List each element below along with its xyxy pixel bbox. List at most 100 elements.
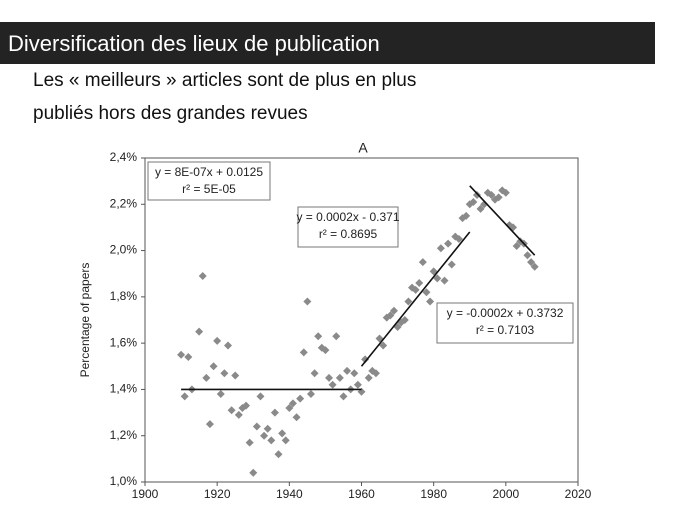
- point: [285, 403, 294, 412]
- y-tick-label: 1,0%: [110, 474, 138, 488]
- y-tick-label: 2,0%: [110, 243, 138, 257]
- point: [512, 241, 521, 250]
- point: [343, 366, 352, 375]
- x-tick-label: 2020: [565, 487, 592, 501]
- point: [184, 353, 193, 362]
- y-tick-label: 1,2%: [110, 428, 138, 442]
- equation: y = -0.0002x + 0.3732: [447, 306, 564, 320]
- point: [361, 355, 370, 364]
- x-tick-label: 2000: [492, 487, 519, 501]
- point: [400, 316, 409, 324]
- point: [440, 276, 449, 285]
- point: [404, 297, 413, 306]
- point: [328, 380, 337, 389]
- point: [353, 380, 362, 389]
- point: [227, 406, 236, 415]
- y-tick-label: 2,2%: [110, 196, 138, 210]
- point: [339, 392, 348, 401]
- point: [267, 436, 276, 445]
- point: [530, 262, 539, 271]
- point: [501, 188, 510, 197]
- point: [487, 191, 496, 200]
- point: [209, 362, 218, 371]
- point: [223, 341, 232, 350]
- r-squared: r² = 0.7103: [476, 323, 535, 337]
- point: [494, 193, 503, 202]
- r-squared: r² = 5E-05: [182, 182, 236, 196]
- y-tick-label: 1,4%: [110, 382, 138, 396]
- point: [436, 244, 445, 253]
- point: [527, 258, 536, 267]
- point: [447, 260, 456, 269]
- point: [364, 373, 373, 382]
- point: [213, 336, 222, 345]
- point: [325, 373, 334, 382]
- y-axis-label: Percentage of papers: [78, 263, 92, 378]
- point: [278, 429, 287, 438]
- point: [472, 191, 481, 200]
- point: [411, 285, 420, 294]
- point: [476, 204, 485, 213]
- point: [216, 390, 225, 399]
- y-tick-label: 1,6%: [110, 335, 138, 349]
- point: [314, 332, 323, 341]
- point: [321, 346, 330, 355]
- point: [422, 288, 431, 297]
- x-tick-label: 1980: [420, 487, 447, 501]
- point: [379, 341, 388, 350]
- point: [296, 394, 305, 403]
- equation: y = 0.0002x - 0.371: [296, 210, 399, 224]
- point: [288, 399, 297, 408]
- point: [281, 436, 290, 445]
- trend-line: [469, 185, 536, 256]
- point: [205, 420, 214, 429]
- point: [303, 297, 312, 306]
- point: [462, 211, 471, 220]
- equation-box: [297, 206, 399, 248]
- point: [332, 332, 341, 341]
- x-tick-label: 1900: [132, 487, 159, 501]
- subtitle: Les « meilleurs » articles sont de plus …: [33, 70, 417, 91]
- r-squared: r² = 0.8695: [319, 227, 378, 241]
- point: [249, 468, 258, 477]
- trend-line: [360, 231, 471, 367]
- point: [231, 371, 240, 380]
- point: [180, 392, 189, 401]
- x-tick-label: 1960: [348, 487, 375, 501]
- point: [418, 258, 427, 267]
- point: [242, 401, 251, 410]
- point: [274, 450, 283, 459]
- point: [245, 438, 254, 447]
- point: [234, 410, 243, 419]
- point: [350, 369, 359, 378]
- x-tick-label: 1940: [276, 487, 303, 501]
- point: [454, 235, 463, 243]
- point: [433, 274, 442, 283]
- point: [256, 392, 265, 401]
- point: [270, 408, 279, 417]
- point: [444, 239, 453, 248]
- x-tick-label: 1920: [204, 487, 231, 501]
- point: [306, 390, 315, 399]
- point: [389, 306, 398, 315]
- point: [523, 251, 532, 260]
- point: [252, 422, 261, 431]
- point: [371, 369, 380, 378]
- y-tick-label: 2,4%: [110, 150, 138, 164]
- point: [292, 413, 301, 422]
- point: [263, 424, 272, 433]
- equation: y = 8E-07x + 0.0125: [155, 165, 263, 179]
- equation-box: [436, 302, 574, 344]
- point: [469, 197, 478, 206]
- point: [299, 348, 308, 357]
- point: [386, 311, 395, 320]
- equation-box: [147, 161, 271, 201]
- y-tick-label: 1,8%: [110, 289, 138, 303]
- point: [335, 373, 344, 382]
- point: [198, 272, 207, 281]
- point: [195, 327, 204, 336]
- point: [202, 373, 211, 382]
- slide-title: Diversification des lieux de publication: [0, 22, 655, 64]
